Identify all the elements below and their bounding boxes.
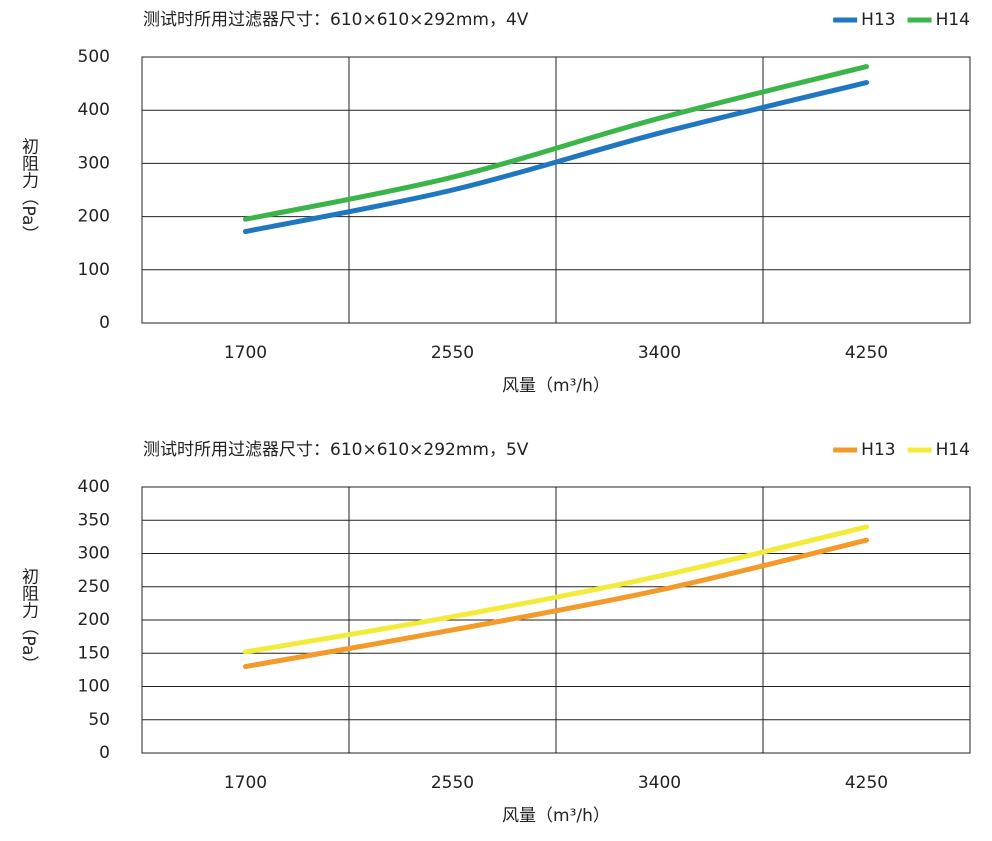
x-tick-label: 4250 <box>845 343 888 363</box>
y-tick-label: 400 <box>78 100 110 120</box>
y-tick-label: 500 <box>78 47 110 67</box>
y-axis-title: 初阻力（Pa） <box>18 568 39 673</box>
x-tick-label: 3400 <box>638 343 681 363</box>
y-tick-label: 50 <box>88 710 110 730</box>
y-tick-label: 250 <box>78 577 110 597</box>
x-tick-label: 1700 <box>224 773 267 793</box>
y-tick-label: 0 <box>99 743 110 763</box>
x-axis-title: 风量（m³/h） <box>502 376 610 396</box>
x-tick-label: 1700 <box>224 343 267 363</box>
legend-label: H14 <box>936 440 970 460</box>
y-tick-label: 150 <box>78 643 110 663</box>
x-tick-label: 3400 <box>638 773 681 793</box>
y-tick-label: 100 <box>78 260 110 280</box>
chart-title: 测试时所用过滤器尺寸：610×610×292mm，5V <box>143 440 529 460</box>
y-tick-label: 300 <box>78 153 110 173</box>
y-tick-label: 200 <box>78 207 110 227</box>
y-tick-label: 200 <box>78 610 110 630</box>
x-tick-label: 2550 <box>431 343 474 363</box>
y-tick-label: 100 <box>78 677 110 697</box>
y-tick-label: 0 <box>99 313 110 333</box>
x-tick-label: 4250 <box>845 773 888 793</box>
series-line <box>243 537 869 670</box>
y-tick-label: 300 <box>78 544 110 564</box>
legend-label: H14 <box>936 10 970 30</box>
x-tick-label: 2550 <box>431 773 474 793</box>
chart-title: 测试时所用过滤器尺寸：610×610×292mm，4V <box>143 10 529 30</box>
series-line <box>243 80 869 234</box>
x-axis-title: 风量（m³/h） <box>502 806 610 826</box>
legend-label: H13 <box>861 10 895 30</box>
y-tick-label: 400 <box>78 477 110 497</box>
y-axis-title: 初阻力（Pa） <box>18 138 39 243</box>
y-tick-label: 350 <box>78 510 110 530</box>
legend-label: H13 <box>861 440 895 460</box>
series-line <box>243 64 869 222</box>
series-line <box>243 524 869 655</box>
